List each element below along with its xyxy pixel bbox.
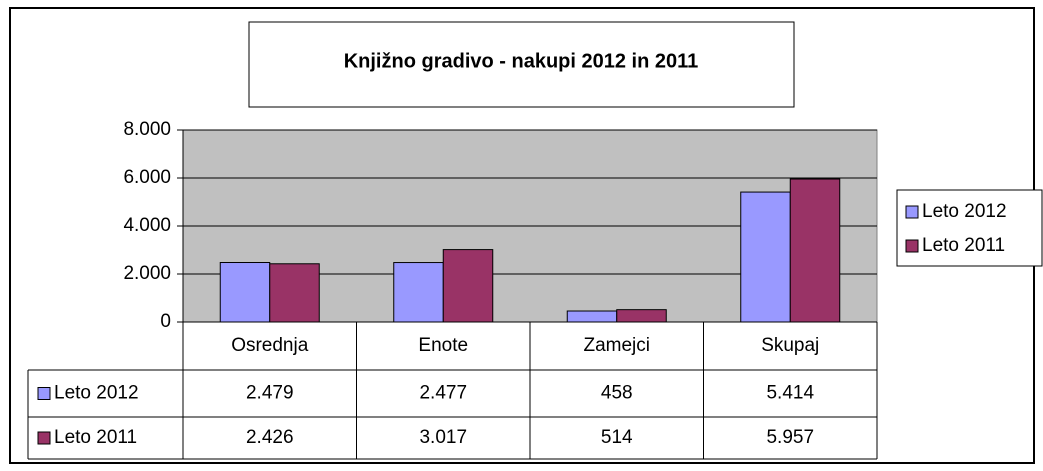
bar [269,263,320,323]
legend-label: Leto 2011 [922,235,1005,256]
table-value: 5.957 [766,427,814,448]
bar [740,191,791,323]
table-value: 2.477 [419,383,467,404]
y-tick-label: 8.000 [123,119,171,140]
y-tick-label: 4.000 [123,215,171,236]
table-value: 5.414 [766,383,814,404]
table-row-label: Leto 2011 [54,427,137,448]
bar [616,309,667,323]
y-tick-label: 0 [160,311,171,332]
bar [219,262,271,323]
table-key [37,431,51,445]
title-box [248,21,795,108]
table-value: 2.479 [246,383,294,404]
bar [442,249,494,323]
x-tick-label: Enote [418,335,468,356]
chart-title: Knjižno gradivo - nakupi 2012 in 2011 [344,50,699,72]
x-tick-label: Zamejci [583,335,650,356]
legend-key [905,239,919,253]
legend-key [905,205,919,219]
table-value: 3.017 [419,427,467,448]
bar [789,178,841,323]
legend-label: Leto 2012 [922,201,1007,222]
y-tick-label: 2.000 [123,263,171,284]
table-row-label: Leto 2012 [54,383,139,404]
table-key [37,387,51,400]
y-tick-label: 6.000 [123,167,171,188]
bar [566,310,618,323]
legend [896,189,1043,267]
bar [393,262,444,323]
x-tick-label: Osrednja [231,335,309,356]
x-tick-label: Skupaj [761,335,819,356]
table-value: 2.426 [246,427,294,448]
table-value: 514 [601,427,633,448]
table-value: 458 [601,383,633,404]
